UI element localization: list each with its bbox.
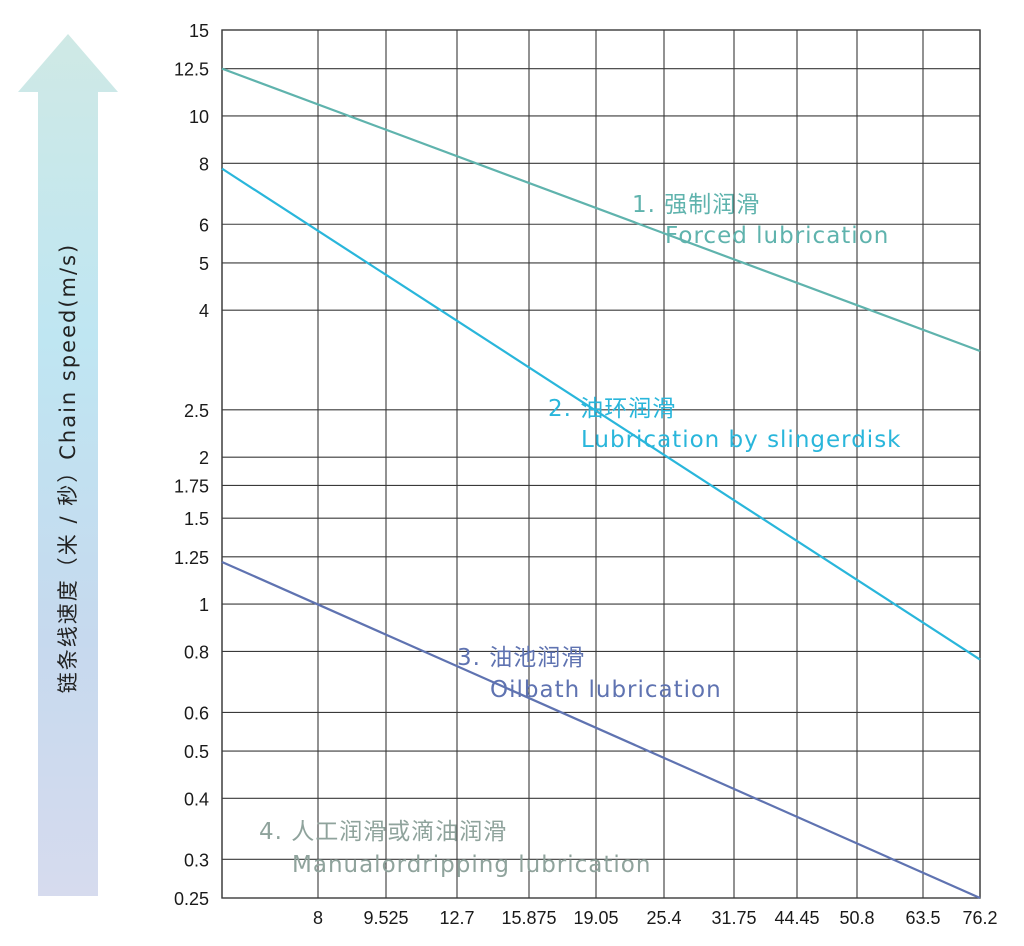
y-tick-label: 15 bbox=[189, 21, 209, 41]
y-tick-label: 1.25 bbox=[174, 548, 209, 568]
x-tick-label: 31.75 bbox=[711, 908, 756, 928]
plot-frame bbox=[221, 29, 981, 899]
annotation-3-label: 3. 油池润滑 bbox=[457, 645, 585, 671]
y-tick-label: 1.5 bbox=[184, 509, 209, 529]
y-tick-label: 6 bbox=[199, 215, 209, 235]
y-tick-label: 4 bbox=[199, 301, 209, 321]
annotation-oilbath: 3. 油池润滑 Oilbath lubrication bbox=[457, 645, 722, 703]
series-line-1 bbox=[221, 67, 981, 353]
y-tick-label: 0.3 bbox=[184, 850, 209, 870]
annotation-slinger: 2. 油环润滑 Lubrication by slingerdisk bbox=[548, 396, 902, 453]
x-tick-label: 9.525 bbox=[363, 908, 408, 928]
y-axis-label: 链条线速度（米 / 秒）Chain speed(m/s) bbox=[56, 243, 80, 693]
y-tick-label: 5 bbox=[199, 254, 209, 274]
annotation-manual: 4. 人工润滑或滴油润滑 Manualordripping lubricatio… bbox=[259, 819, 651, 878]
y-tick-label: 1.75 bbox=[174, 476, 209, 496]
y-tick-label: 0.6 bbox=[184, 703, 209, 723]
y-tick-label: 12.5 bbox=[174, 60, 209, 80]
annotation-2-label: 2. 油环润滑 bbox=[548, 396, 676, 422]
y-tick-labels: 15 12.5 10 8 6 5 4 2.5 2 1.75 1.5 1.25 1 0.8 0.6 0.5 0.4… bbox=[174, 21, 209, 909]
y-tick-label: 8 bbox=[199, 154, 209, 174]
series-line-3 bbox=[221, 560, 981, 900]
y-tick-label: 2 bbox=[199, 448, 209, 468]
y-tick-label: 1 bbox=[199, 595, 209, 615]
x-tick-label: 76.2 bbox=[962, 908, 997, 928]
annotation-4-label: 4. 人工润滑或滴油润滑 bbox=[259, 819, 507, 845]
x-tick-label: 15.875 bbox=[501, 908, 556, 928]
y-tick-label: 0.25 bbox=[174, 889, 209, 909]
annotation-3-sub: Oilbath lubrication bbox=[490, 677, 722, 703]
x-tick-label: 8 bbox=[313, 908, 323, 928]
y-tick-label: 10 bbox=[189, 107, 209, 127]
x-tick-label: 44.45 bbox=[774, 908, 819, 928]
x-tick-label: 50.8 bbox=[839, 908, 874, 928]
x-tick-label: 12.7 bbox=[439, 908, 474, 928]
annotation-4-sub: Manualordripping lubrication bbox=[292, 852, 651, 878]
annotation-1-sub: Forced lubrication bbox=[665, 223, 889, 249]
grid bbox=[221, 29, 981, 899]
x-tick-labels: 8 9.525 12.7 15.875 19.05 25.4 31.75 44.45 50.8 6… bbox=[313, 908, 998, 928]
x-tick-label: 63.5 bbox=[905, 908, 940, 928]
y-tick-label: 0.5 bbox=[184, 742, 209, 762]
series-lines bbox=[221, 67, 981, 900]
annotation-forced: 1. 强制润滑 Forced lubrication bbox=[632, 192, 889, 249]
y-tick-label: 2.5 bbox=[184, 401, 209, 421]
x-tick-label: 19.05 bbox=[573, 908, 618, 928]
y-tick-label: 0.4 bbox=[184, 789, 209, 809]
x-tick-label: 25.4 bbox=[646, 908, 681, 928]
axis-arrow bbox=[18, 34, 118, 896]
series-line-2 bbox=[221, 167, 981, 661]
y-tick-label: 0.8 bbox=[184, 642, 209, 662]
annotation-1-label: 1. 强制润滑 bbox=[632, 192, 760, 218]
annotation-2-sub: Lubrication by slingerdisk bbox=[581, 427, 902, 453]
